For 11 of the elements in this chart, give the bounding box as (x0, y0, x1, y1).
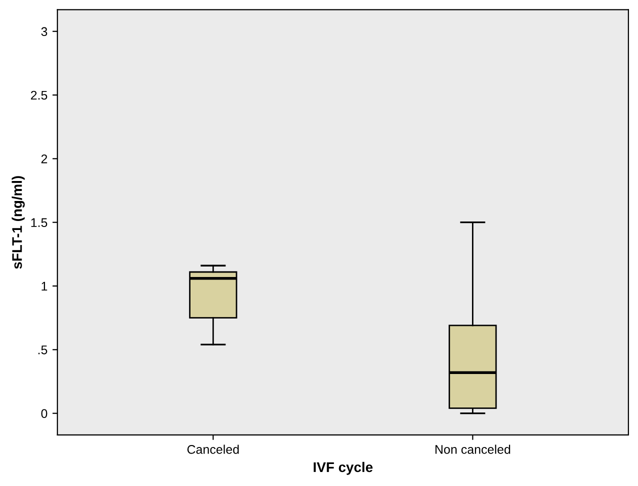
y-tick-label: 1 (42, 282, 48, 291)
y-tick-label: 1.5 (31, 218, 48, 227)
x-axis-title: IVF cycle (314, 462, 373, 475)
y-axis-title: sFLT-1 (ng/ml) (12, 176, 25, 269)
x-tick-label: Canceled (187, 444, 239, 454)
y-tick-label: 3 (41, 27, 48, 36)
y-tick-label: .5 (38, 346, 48, 354)
x-tick-label: Non canceled (436, 444, 510, 454)
y-tick-label: 0 (41, 409, 48, 418)
y-tick-label: 2.5 (30, 90, 48, 100)
y-tick-label: 2 (41, 154, 48, 164)
